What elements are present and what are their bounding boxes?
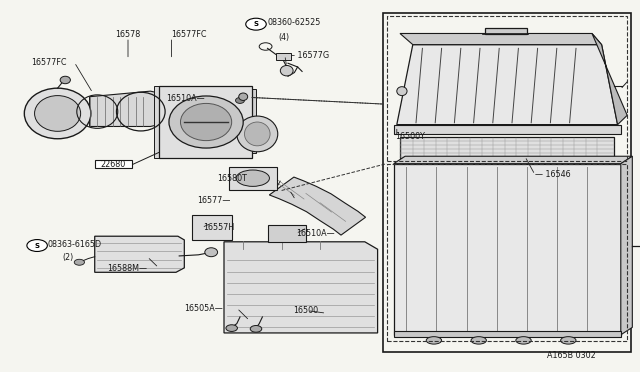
- Bar: [95, 160, 132, 168]
- Ellipse shape: [35, 96, 81, 131]
- Ellipse shape: [516, 337, 531, 344]
- Ellipse shape: [471, 337, 486, 344]
- Ellipse shape: [24, 88, 91, 139]
- Ellipse shape: [236, 170, 269, 186]
- Polygon shape: [394, 156, 632, 164]
- Ellipse shape: [239, 93, 248, 100]
- Polygon shape: [621, 156, 632, 335]
- Bar: [159, 86, 252, 158]
- Text: (4): (4): [278, 33, 289, 42]
- Text: 16505A—: 16505A—: [184, 304, 223, 312]
- Bar: [387, 16, 627, 161]
- Text: 16577FC: 16577FC: [172, 30, 207, 39]
- Text: 16500Y: 16500Y: [396, 132, 426, 141]
- Text: (2): (2): [63, 253, 74, 262]
- Bar: [276, 53, 291, 60]
- Polygon shape: [90, 91, 159, 126]
- Polygon shape: [400, 33, 602, 45]
- Bar: [394, 331, 621, 337]
- Bar: [394, 164, 621, 335]
- Text: 16510A—: 16510A—: [296, 229, 334, 238]
- Ellipse shape: [426, 337, 442, 344]
- Bar: [394, 125, 621, 134]
- Polygon shape: [592, 33, 627, 125]
- Bar: [248, 89, 256, 153]
- Bar: [387, 164, 627, 341]
- Polygon shape: [95, 236, 184, 272]
- Text: 16510A—: 16510A—: [166, 94, 205, 103]
- Text: 16578: 16578: [115, 30, 141, 39]
- Ellipse shape: [561, 337, 576, 344]
- Text: 16588M—: 16588M—: [108, 264, 148, 273]
- Bar: [383, 13, 631, 352]
- Ellipse shape: [205, 248, 218, 257]
- Ellipse shape: [169, 96, 243, 148]
- Text: – 16577G: – 16577G: [291, 51, 330, 60]
- Text: 22680: 22680: [100, 160, 126, 169]
- Bar: [192, 215, 232, 240]
- Ellipse shape: [226, 325, 237, 331]
- Ellipse shape: [250, 326, 262, 332]
- Ellipse shape: [397, 87, 407, 96]
- Polygon shape: [269, 177, 365, 235]
- Circle shape: [27, 240, 47, 251]
- Text: 16577—: 16577—: [197, 196, 230, 205]
- Ellipse shape: [244, 122, 270, 146]
- Text: 16500: 16500: [293, 306, 318, 315]
- Text: S: S: [253, 21, 259, 27]
- Ellipse shape: [236, 97, 244, 103]
- Text: 16557H: 16557H: [204, 223, 235, 232]
- Polygon shape: [224, 242, 378, 333]
- Bar: [400, 137, 614, 158]
- Text: 16577FC: 16577FC: [31, 58, 66, 67]
- Text: 08363-6165D: 08363-6165D: [48, 240, 102, 249]
- Text: 08360-62525: 08360-62525: [268, 18, 321, 27]
- Circle shape: [246, 18, 266, 30]
- Ellipse shape: [280, 65, 293, 76]
- Text: — 16546: — 16546: [535, 170, 571, 179]
- Ellipse shape: [74, 259, 84, 265]
- Text: S: S: [35, 243, 40, 248]
- Text: A165B 0302: A165B 0302: [547, 351, 596, 360]
- Bar: [229, 167, 277, 190]
- Ellipse shape: [180, 103, 232, 141]
- Bar: [268, 225, 306, 242]
- Bar: [485, 28, 527, 34]
- Ellipse shape: [60, 76, 70, 84]
- Ellipse shape: [237, 116, 278, 152]
- Text: 16580T: 16580T: [218, 174, 248, 183]
- Bar: [154, 86, 163, 158]
- Polygon shape: [397, 45, 618, 125]
